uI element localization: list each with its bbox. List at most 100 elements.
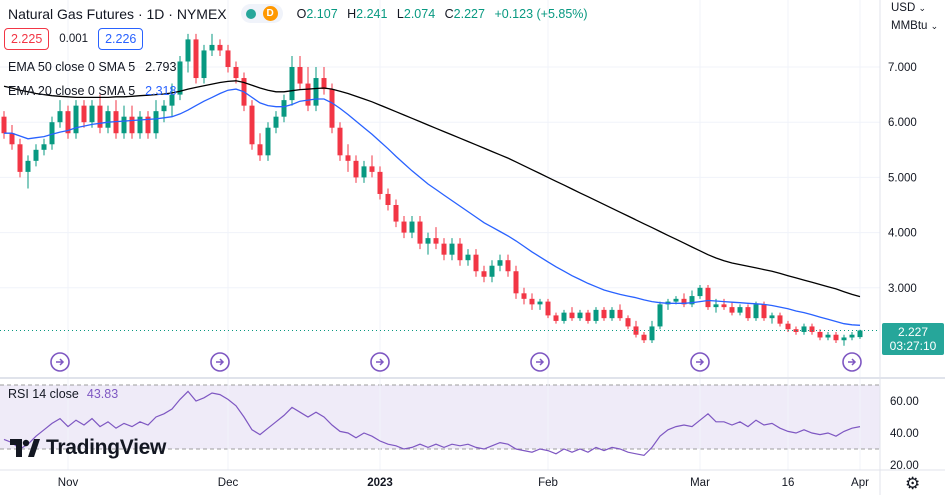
candle-body [714,304,719,307]
candle-body [738,307,743,313]
candle-body [410,222,415,233]
candle [250,100,255,150]
price-tick-label: 3.000 [888,283,917,295]
candle-body [266,128,271,156]
event-marker-icon[interactable] [843,353,861,371]
open-key: O [297,7,307,21]
candle-body [850,335,855,338]
candle [338,122,343,161]
candle-body [450,244,455,255]
candle [178,56,183,100]
candle-body [202,50,207,78]
event-marker-icon[interactable] [211,353,229,371]
candle-body [658,304,663,326]
close-value: 2.227 [454,7,485,21]
candle-body [570,313,575,319]
candle-body [586,313,591,321]
sell-button[interactable]: 2.225 [4,28,49,50]
buy-button[interactable]: 2.226 [98,28,143,50]
candle-body [786,324,791,330]
high-key: H [347,7,356,21]
ohlc-values: O2.107 H2.241 L2.074 C2.227 +0.123 (+5.8… [297,7,594,21]
candle-body [490,266,495,277]
candle-body [10,133,15,144]
candle-body [386,194,391,205]
event-marker-icon[interactable] [531,353,549,371]
event-marker-icon[interactable] [691,353,709,371]
candle-body [778,315,783,323]
close-key: C [445,7,454,21]
event-marker-icon[interactable] [371,353,389,371]
candle-body [826,335,831,338]
low-key: L [397,7,404,21]
status-badge: D [241,4,283,23]
candle-body [346,155,351,161]
candle-body [746,307,751,318]
candle [330,84,335,134]
candle-body [106,111,111,128]
candle-body [810,326,815,332]
candle-body [370,166,375,172]
delayed-data-icon[interactable]: D [263,6,278,21]
candle-body [58,111,63,122]
ema50-value: 2.793 [145,60,176,74]
candle [194,34,199,84]
rsi-label: RSI 14 close [8,387,79,401]
candle-body [770,315,775,318]
candle-body [650,326,655,340]
currency-label[interactable]: USD ⌄ [891,2,926,14]
time-tick-label: Nov [58,477,79,489]
candle-body [154,111,159,133]
candle-body [138,117,143,134]
rsi-legend[interactable]: RSI 14 close43.83 [8,387,118,401]
candle [266,122,271,161]
candle-body [306,84,311,106]
ema20-legend[interactable]: EMA 20 close 0 SMA 52.318 [8,84,176,98]
market-open-dot-icon [246,9,256,19]
symbol-title[interactable]: Natural Gas Futures · 1D · NYMEX [8,6,227,22]
candle-body [818,332,823,338]
candle-body [546,302,551,316]
candle [706,285,711,310]
ema20-label: EMA 20 close 0 SMA 5 [8,84,135,98]
candle-body [834,335,839,341]
candle-body [474,255,479,272]
candle-body [250,106,255,145]
candle-body [762,304,767,318]
candle-body [530,299,535,305]
candle-body [82,106,87,123]
ema50-legend[interactable]: EMA 50 close 0 SMA 52.793 [8,60,176,74]
candle-body [298,67,303,84]
candle-body [258,144,263,155]
time-tick-label: 16 [782,477,795,489]
candle-body [506,260,511,271]
low-value: 2.074 [404,7,435,21]
candle-body [426,238,431,244]
candle-body [434,238,439,244]
candle-body [730,307,735,313]
time-tick-label: Feb [538,477,558,489]
candle-body [90,106,95,123]
settings-gear-icon[interactable]: ⚙ [905,474,920,494]
currency-text: USD [891,2,915,14]
symbol-legend[interactable]: Natural Gas Futures · 1D · NYMEX D O2.10… [8,4,594,23]
candle-body [130,117,135,134]
candle-body [234,67,239,78]
candle-body [402,222,407,233]
candle [546,299,551,318]
candle-body [858,330,863,337]
rsi-tick-label: 40.00 [890,428,919,440]
unit-label[interactable]: MMBtu ⌄ [891,20,938,32]
candle-body [122,117,127,134]
open-value: 2.107 [306,7,337,21]
candle-body [754,304,759,318]
candle-body [698,288,703,296]
change-value: +0.123 (+5.85%) [494,7,587,21]
candle-body [74,106,79,134]
candle-body [282,100,287,117]
candle-body [210,45,215,51]
candle-body [2,117,7,134]
event-marker-icon[interactable] [51,353,69,371]
tradingview-logo[interactable]: TradingView [10,436,166,460]
